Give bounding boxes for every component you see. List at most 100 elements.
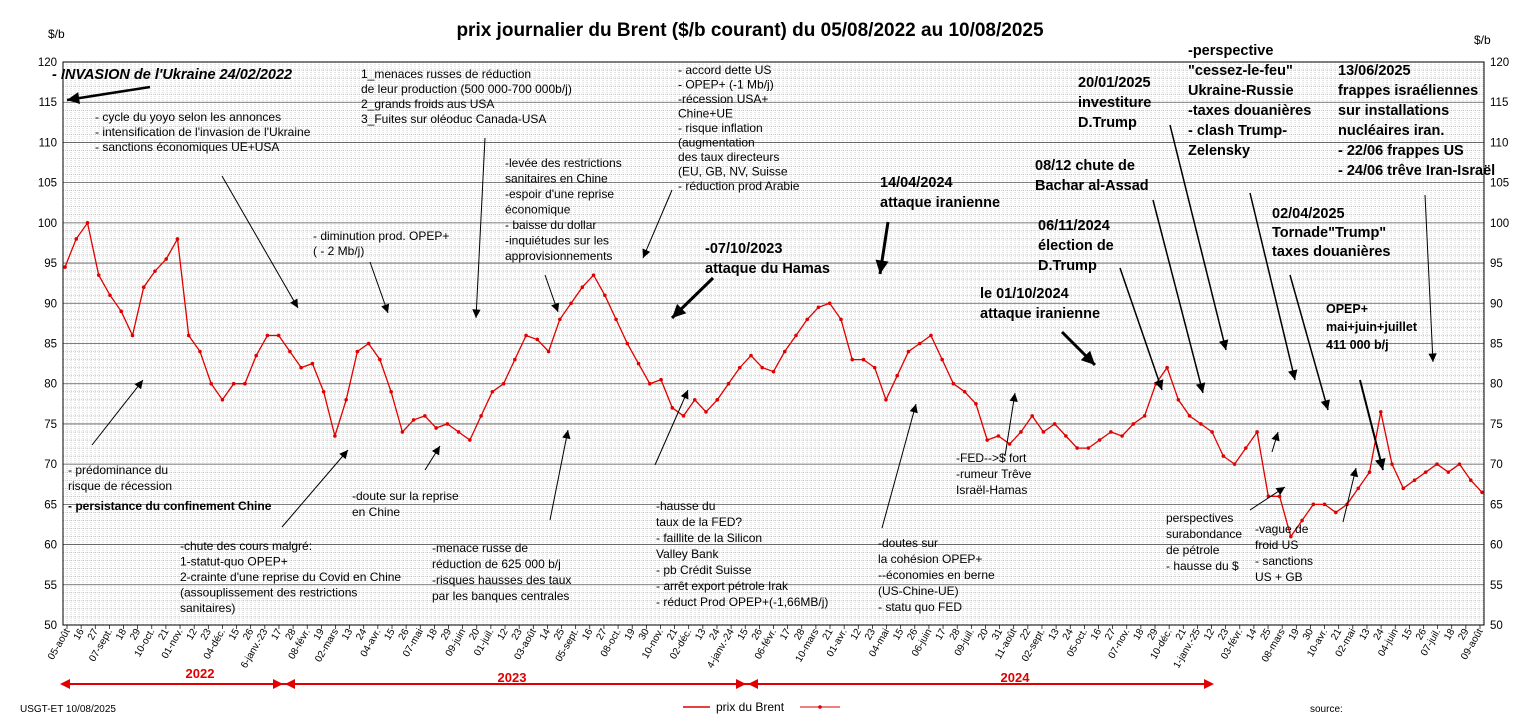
arrow-menaces	[475, 137, 486, 319]
data-point	[659, 377, 663, 382]
x-tick-label: 17	[778, 627, 793, 643]
annotation-doute: en Chine	[352, 505, 400, 519]
x-tick-label: 21	[1174, 627, 1189, 643]
footer-source: source:	[1310, 704, 1343, 715]
annotation-opep-mai: mai+juin+juillet	[1326, 320, 1418, 334]
x-tick-label: 28	[948, 627, 963, 643]
x-tick-label: 28	[284, 627, 299, 643]
data-point	[108, 293, 112, 298]
annotation-chute: (assouplissement des restrictions	[180, 586, 357, 600]
data-point	[411, 418, 416, 422]
footer-author: USGT-ET 10/08/2025	[20, 704, 116, 715]
y-tick-label-right: 60	[1490, 540, 1503, 552]
data-point	[1199, 422, 1203, 426]
x-tick-label: 25	[552, 627, 567, 643]
y-tick-label-left: 110	[39, 137, 57, 149]
data-point	[771, 369, 776, 374]
data-point	[1210, 430, 1214, 434]
data-point	[1277, 494, 1282, 499]
x-tick-label: 24	[1061, 627, 1076, 643]
data-point	[1367, 470, 1372, 474]
x-tick-label: 24	[1372, 627, 1387, 643]
data-point	[243, 381, 247, 386]
data-point	[872, 365, 877, 370]
annotation-iran-oct: le 01/10/2024	[980, 286, 1069, 302]
x-tick-label: 15	[227, 627, 242, 643]
y-tick-label-left: 100	[38, 218, 57, 230]
annotation-opep-mai: 411 000 b/j	[1326, 338, 1389, 352]
data-point	[1176, 398, 1181, 402]
data-point	[1221, 454, 1226, 458]
annotation-hausse-fed: - arrêt export pétrole Irak	[656, 579, 789, 593]
annotation-hausse-fed: - réduct Prod OPEP+(-1,66MB/j)	[656, 595, 828, 609]
annotation-assad: Bachar al-Assad	[1035, 178, 1149, 194]
arrow-levee-head	[551, 302, 560, 312]
annotation-tornade: 02/04/2025	[1272, 206, 1345, 222]
data-point	[760, 365, 765, 370]
annotation-menaces: 3_Fuites sur oléoduc Canada-USA	[361, 112, 546, 126]
data-point	[929, 333, 933, 338]
data-point	[940, 357, 944, 362]
annotation-accord: - OPEP+ (-1 Mb/j)	[678, 78, 774, 92]
data-point	[175, 237, 180, 241]
data-point	[1468, 478, 1473, 483]
data-point	[1480, 490, 1484, 495]
x-tick-label: 19	[623, 627, 638, 643]
x-tick-label: 23	[510, 627, 525, 643]
x-tick-label: 12	[1202, 627, 1217, 643]
annotation-levee: -inquiétudes sur les	[505, 234, 609, 248]
annotation-surabondance: surabondance	[1166, 527, 1242, 541]
data-point	[535, 337, 540, 342]
annotation-perspective: -taxes douanières	[1188, 103, 1311, 119]
arrow-fed-dollar	[1004, 392, 1016, 457]
data-point	[378, 357, 382, 362]
arrow-menace-russe-head	[562, 430, 571, 440]
arrow-perspective	[1249, 192, 1296, 381]
data-point	[591, 273, 596, 277]
data-point	[1412, 478, 1417, 483]
annotation-doutes: - statu quo FED	[878, 600, 962, 614]
annotation-levee: -espoir d'une reprise	[505, 187, 614, 201]
data-point	[456, 430, 461, 434]
x-tick-label: 15	[1400, 627, 1415, 643]
y-tick-label-left: 90	[44, 298, 57, 310]
data-point	[1334, 510, 1338, 515]
data-point	[479, 414, 483, 418]
annotation-levee: sanitaires en Chine	[505, 172, 608, 186]
data-point	[782, 349, 787, 354]
y-tick-label-left: 120	[38, 57, 57, 69]
data-point	[1244, 446, 1248, 450]
annotation-yoyo: - intensification de l'invasion de l'Ukr…	[95, 125, 311, 139]
arrow-perspective-head	[1288, 369, 1298, 380]
x-tick-label: 14	[538, 627, 553, 643]
annotation-accord: - réduction prod Arabie	[678, 179, 800, 193]
data-point	[1086, 446, 1091, 450]
year-arrow-left	[60, 679, 70, 689]
data-point	[974, 402, 978, 406]
legend-label: prix du Brent	[716, 700, 785, 714]
data-point	[153, 269, 157, 273]
data-point	[1064, 434, 1068, 438]
annotation-menaces: 2_grands froids aus USA	[361, 97, 494, 111]
x-tick-label: 17	[934, 627, 949, 643]
annotation-menace-russe: -risques hausses des taux	[432, 573, 571, 587]
data-point	[805, 317, 810, 322]
annotation-vague: - sanctions	[1255, 554, 1313, 568]
data-point	[119, 309, 124, 314]
annotation-hamas: attaque du Hamas	[705, 261, 830, 277]
annotation-hausse-fed: Valley Bank	[656, 547, 719, 561]
data-point	[288, 349, 292, 354]
data-point	[895, 373, 900, 378]
y-tick-label-left: 105	[38, 178, 57, 190]
annotation-iran-oct: attaque iranienne	[980, 306, 1100, 322]
annotation-accord: des taux directeurs	[678, 150, 779, 164]
annotation-accord: - risque inflation	[678, 121, 763, 135]
x-tick-label: 21	[1329, 627, 1344, 643]
year-arrow-2023-end	[736, 679, 746, 689]
x-tick-label: 21	[156, 627, 171, 643]
arrow-vague-head	[1349, 468, 1359, 478]
x-tick-label: 26	[241, 627, 256, 643]
arrow-chute-head	[339, 450, 348, 460]
y-tick-label-left: 80	[44, 379, 57, 391]
data-point	[1435, 462, 1439, 466]
